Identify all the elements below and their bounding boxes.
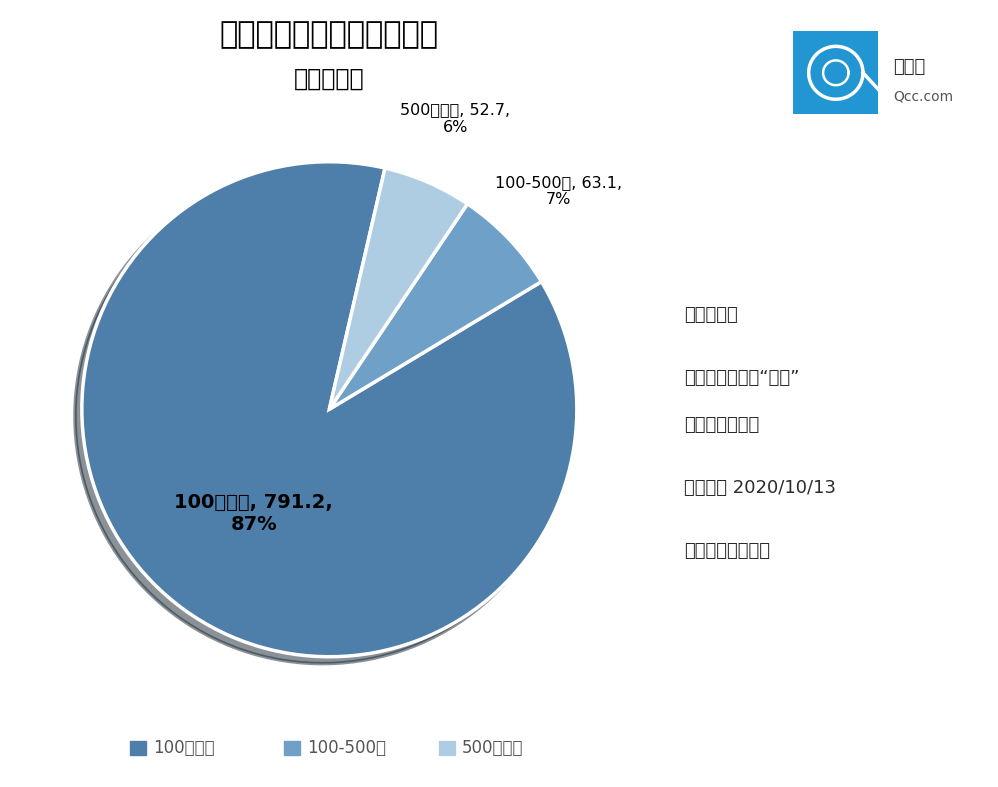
- Text: 仅统计关键词为“餐饮”: 仅统计关键词为“餐饮”: [684, 369, 799, 386]
- Text: 数据说明：: 数据说明：: [684, 306, 738, 323]
- Text: 100万以内, 791.2,
87%: 100万以内, 791.2, 87%: [175, 493, 333, 534]
- Text: 100-500万: 100-500万: [307, 739, 386, 756]
- Wedge shape: [329, 204, 541, 409]
- Text: Qcc.com: Qcc.com: [893, 89, 953, 103]
- Text: 企查查: 企查查: [893, 58, 925, 76]
- Text: 数据来源：企查查: 数据来源：企查查: [684, 542, 769, 560]
- Text: 统计时间 2020/10/13: 统计时间 2020/10/13: [684, 479, 835, 497]
- Wedge shape: [329, 168, 467, 409]
- Text: 餐饮相关企业注册资本分布: 餐饮相关企业注册资本分布: [220, 20, 439, 49]
- Text: 100-500万, 63.1,
7%: 100-500万, 63.1, 7%: [495, 175, 623, 207]
- Text: 单位：万家: 单位：万家: [294, 67, 364, 91]
- Text: 的在业存续企业: 的在业存续企业: [684, 416, 758, 434]
- Text: 100万以内: 100万以内: [153, 739, 215, 756]
- Text: 500万以上: 500万以上: [462, 739, 524, 756]
- Wedge shape: [82, 162, 577, 656]
- Text: 500万以上, 52.7,
6%: 500万以上, 52.7, 6%: [400, 102, 511, 135]
- FancyBboxPatch shape: [787, 26, 884, 120]
